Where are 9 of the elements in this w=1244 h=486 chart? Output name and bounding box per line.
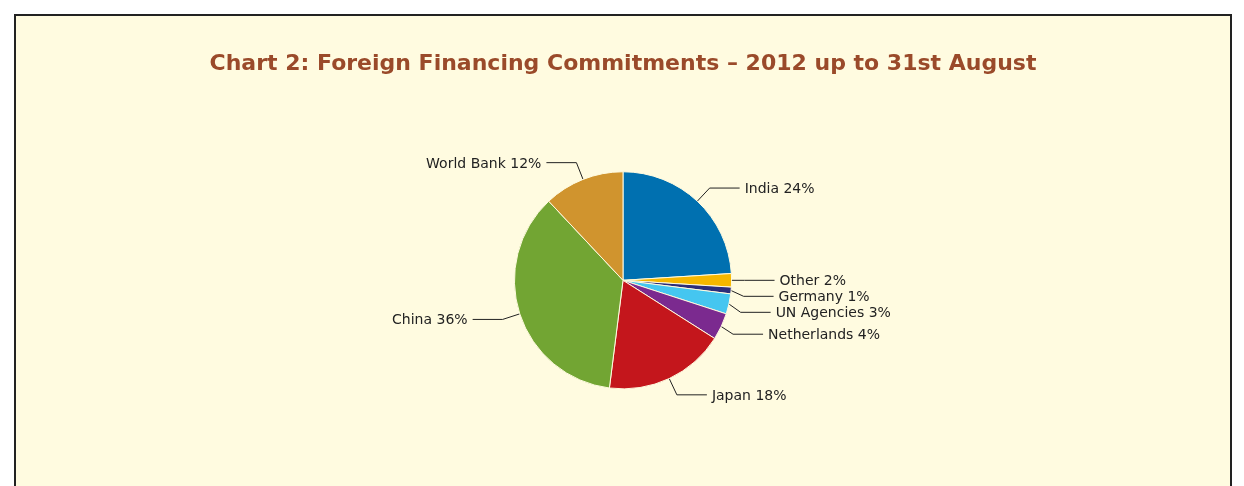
slice-label: UN Agencies 3%	[775, 304, 891, 321]
slice-label: India 24%	[744, 180, 815, 197]
slice-label: Other 2%	[779, 272, 846, 289]
slice-label: Japan 18%	[710, 386, 787, 403]
slice-label: Netherlands 4%	[768, 326, 881, 343]
slice-label: World Bank 12%	[426, 154, 542, 171]
slice-label: China 36%	[392, 311, 468, 328]
chart-title: Chart 2: Foreign Financing Commitments – 2012 up to 31st August	[209, 49, 1037, 75]
slice-label: Germany 1%	[778, 288, 870, 305]
